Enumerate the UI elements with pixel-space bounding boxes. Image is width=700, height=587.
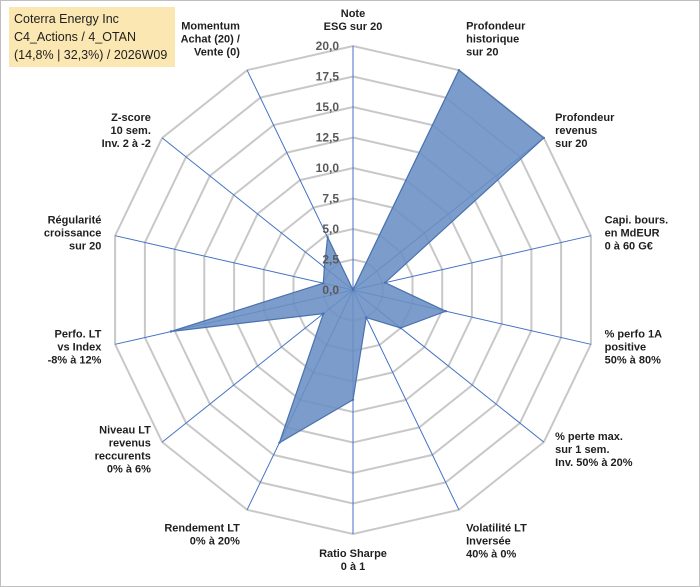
title-company: Coterra Energy Inc — [14, 12, 119, 26]
axis-label-line: Perfo. LT — [55, 329, 102, 341]
series-point-3 — [542, 136, 545, 140]
axis-label-line: Rendement LT — [164, 523, 240, 535]
axis-label-line: Vente (0) — [194, 46, 240, 58]
axis-label-line: Ratio Sharpe — [319, 548, 387, 560]
tick-label: 7,5 — [322, 192, 339, 206]
axis-label-line: sur 20 — [466, 46, 498, 58]
tick-label: 2,5 — [322, 253, 339, 267]
axis-label-line: 0% à 6% — [107, 464, 151, 476]
axis-label-line: Capi. bours. — [605, 215, 669, 227]
axis-label-line: Volatilité LT — [466, 523, 527, 535]
series-point-1 — [351, 288, 355, 292]
series-point-6 — [399, 326, 402, 330]
axis-label-line: Profondeur — [555, 112, 615, 124]
chart-title-box: Coterra Energy Inc C4_Actions / 4_OTAN (… — [9, 7, 175, 67]
axis-label-6: % perte max.sur 1 sem.Inv. 50% à 20% — [555, 431, 633, 469]
series-point-2 — [457, 69, 461, 72]
axis-spoke-7 — [352, 289, 460, 511]
axis-label-line: 0 à 1 — [341, 561, 365, 573]
axis-label-line: Achat (20) / — [181, 33, 240, 45]
axis-label-line: % perfo 1A — [605, 329, 663, 341]
radar-series — [169, 69, 545, 445]
title-stats: (14,8% | 32,3%) / 2026W09 — [14, 48, 168, 62]
axis-label-line: revenus — [109, 438, 151, 450]
axis-label-line: Inv. 2 à -2 — [102, 138, 151, 150]
series-point-5 — [444, 310, 447, 313]
axis-label-line: Note — [341, 8, 365, 20]
axis-spoke-4 — [352, 235, 592, 291]
axis-label-line: Inversée — [466, 536, 511, 548]
axis-label-line: vs Index — [57, 342, 102, 354]
title-category: C4_Actions / 4_OTAN — [14, 30, 137, 44]
series-point-14 — [326, 236, 329, 239]
axis-label-line: Niveau LT — [99, 425, 151, 437]
series-point-8 — [351, 398, 355, 401]
axis-label-line: 0 à 60 G€ — [605, 241, 653, 253]
axis-label-line: % perte max. — [555, 431, 623, 443]
axis-label-9: Rendement LT0% à 20% — [164, 523, 240, 548]
tick-label: 0,0 — [322, 283, 339, 297]
axis-label-line: 50% à 80% — [605, 355, 661, 367]
series-point-10 — [322, 312, 325, 315]
tick-label: 15,0 — [316, 100, 340, 114]
axis-label-line: Régularité — [48, 215, 102, 227]
series-point-13 — [323, 266, 326, 269]
axis-label-line: Profondeur — [466, 20, 526, 32]
tick-label: 10,0 — [316, 161, 340, 175]
tick-label: 20,0 — [316, 39, 340, 53]
series-point-12 — [322, 282, 325, 285]
series-point-9 — [278, 441, 281, 444]
axis-label-line: Momentum — [181, 20, 240, 32]
axis-label-line: sur 20 — [69, 241, 101, 253]
tick-label: 17,5 — [316, 70, 340, 84]
axis-label-line: sur 1 sem. — [555, 444, 609, 456]
axis-spoke-10 — [161, 289, 354, 443]
tick-label: 12,5 — [316, 131, 340, 145]
axis-spoke-12 — [114, 235, 354, 291]
axis-label-line: ESG sur 20 — [324, 21, 383, 33]
axis-label-line: revenus — [555, 125, 597, 137]
axis-label-line: positive — [605, 342, 647, 354]
series-point-7 — [365, 316, 368, 319]
tick-label: 5,0 — [322, 222, 339, 236]
series-point-11 — [169, 330, 173, 333]
axis-label-line: en MdEUR — [605, 228, 660, 240]
axis-label-line: -8% à 12% — [48, 355, 102, 367]
axis-label-line: Z-score — [111, 112, 151, 124]
axis-label-line: sur 20 — [555, 138, 587, 150]
series-area — [170, 69, 545, 445]
axis-label-line: croissance — [44, 228, 101, 240]
series-point-4 — [383, 281, 387, 284]
radial-tick-labels: 0,0 2,5 5,0 7,5 10,0 12,5 15,0 17,5 20,0 — [316, 39, 340, 297]
axis-label-line: 10 sem. — [111, 125, 151, 137]
axis-spoke-13 — [161, 137, 354, 291]
axis-label-line: 40% à 0% — [466, 549, 516, 561]
axis-label-line: Inv. 50% à 20% — [555, 457, 633, 469]
axis-label-line: 0% à 20% — [190, 536, 240, 548]
axis-label-line: reccurents — [95, 451, 151, 463]
axis-label-line: historique — [466, 33, 519, 45]
